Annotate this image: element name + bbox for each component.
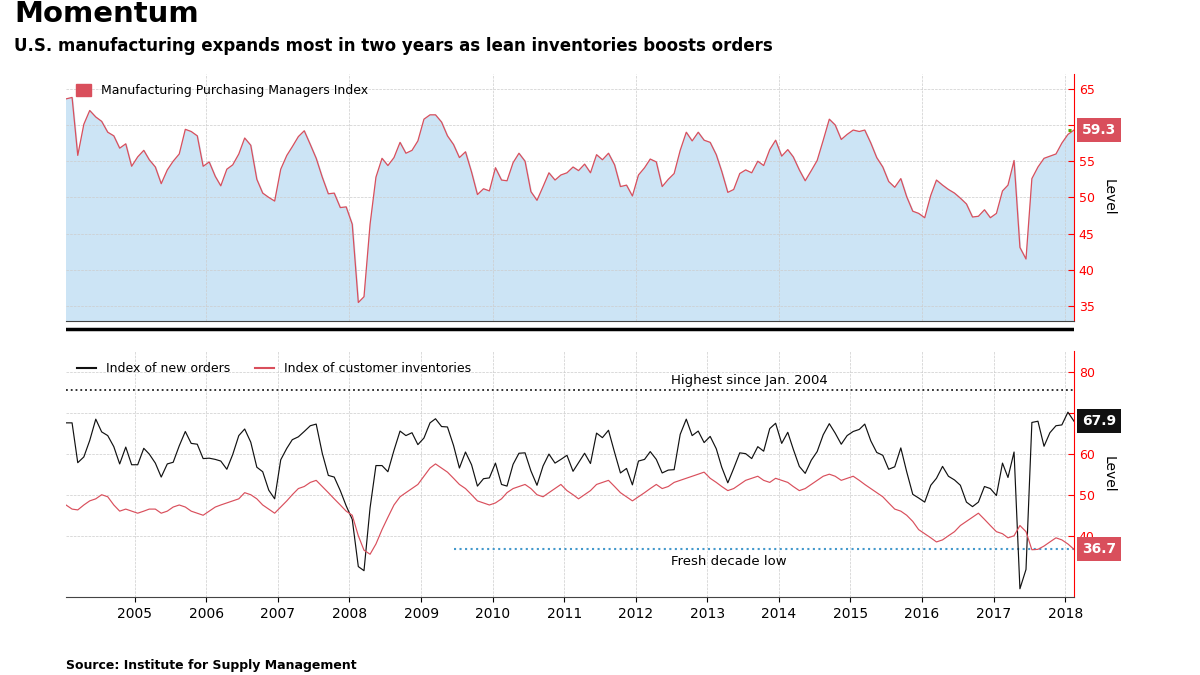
Y-axis label: Level: Level: [1102, 179, 1116, 216]
Text: Source: Institute for Supply Management: Source: Institute for Supply Management: [66, 659, 356, 672]
Text: 36.7: 36.7: [1082, 542, 1116, 556]
Text: Fresh decade low: Fresh decade low: [671, 556, 786, 568]
Legend: Manufacturing Purchasing Managers Index: Manufacturing Purchasing Managers Index: [72, 80, 372, 101]
Y-axis label: Level: Level: [1102, 456, 1116, 493]
Text: 67.9: 67.9: [1082, 414, 1116, 428]
Text: U.S. manufacturing expands most in two years as lean inventories boosts orders: U.S. manufacturing expands most in two y…: [14, 37, 773, 55]
Legend: Index of new orders, Index of customer inventories: Index of new orders, Index of customer i…: [72, 357, 476, 380]
Text: 59.3: 59.3: [1082, 123, 1116, 137]
Text: Momentum: Momentum: [14, 0, 199, 28]
Text: Highest since Jan. 2004: Highest since Jan. 2004: [671, 374, 828, 387]
